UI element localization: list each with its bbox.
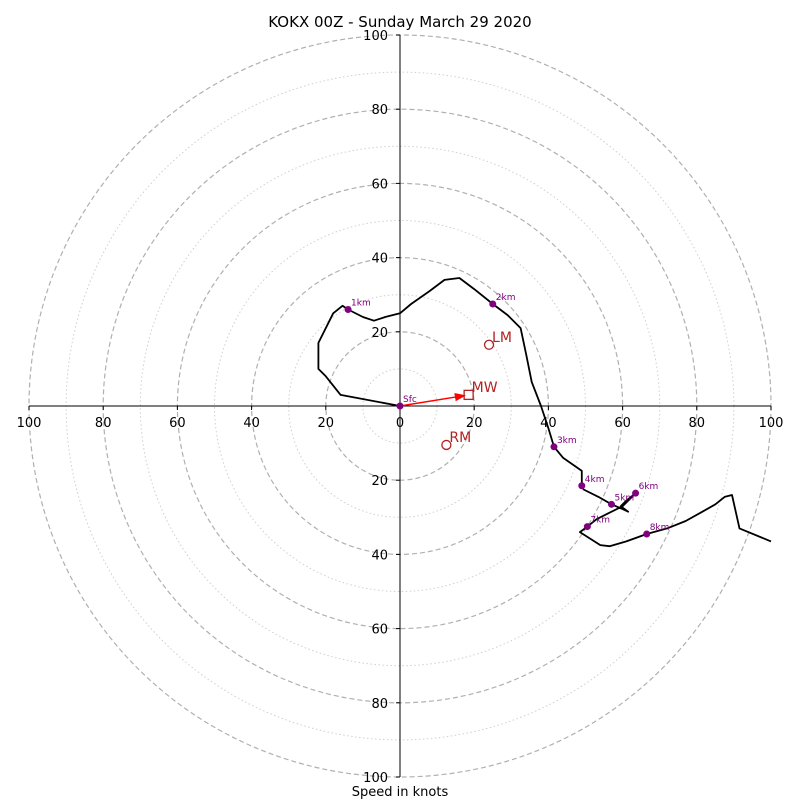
height-label-8km: 8km [650, 523, 670, 533]
storm-motions: LM RM MW [399, 330, 512, 451]
y-tick-label: 40 [371, 548, 388, 563]
hodograph-line [317, 277, 772, 548]
y-tick-label: 20 [371, 326, 388, 341]
mw-marker [463, 389, 474, 401]
mw-label: MW [472, 380, 498, 396]
height-marker-5km [607, 500, 615, 508]
x-tick-label: 20 [466, 416, 483, 431]
rm-marker [441, 439, 452, 451]
mean-wind-arrow [399, 392, 467, 407]
height-marker-7km [583, 523, 591, 531]
lm-marker [483, 339, 495, 350]
y-tick-label: 40 [371, 252, 388, 267]
x-tick-label: 100 [17, 416, 42, 431]
y-tick-label: 60 [371, 177, 388, 192]
y-tick-label: 100 [363, 771, 388, 786]
height-label-1km: 1km [351, 299, 371, 309]
y-tick-label: 20 [371, 474, 388, 489]
lm-label: LM [492, 330, 512, 346]
x-axis-label: Speed in knots [352, 785, 449, 800]
height-label-7km: 7km [590, 516, 610, 526]
height-marker-6km [632, 489, 640, 497]
x-tick-label: 80 [689, 416, 706, 431]
tick-labels: 100 80 60 40 20 0 20 40 60 80 100 100 80 60 40 20 20 40 60… [17, 29, 784, 786]
x-tick-label: 80 [95, 416, 112, 431]
height-marker-sfc [396, 402, 404, 410]
x-tick-label: 20 [318, 416, 335, 431]
x-tick-label: 60 [614, 416, 631, 431]
y-tick-label: 80 [371, 103, 388, 118]
height-marker-4km [578, 482, 586, 490]
height-marker-1km [344, 306, 352, 314]
hodograph-trace [317, 277, 772, 548]
height-marker-8km [643, 530, 651, 538]
y-tick-label: 80 [371, 697, 388, 712]
x-tick-label: 0 [396, 416, 404, 431]
y-tick-label: 100 [363, 29, 388, 44]
height-label-sfc: Sfc [403, 395, 417, 405]
x-tick-label: 40 [540, 416, 557, 431]
height-label-3km: 3km [557, 436, 577, 446]
height-label-2km: 2km [496, 293, 516, 303]
x-tick-label: 40 [243, 416, 260, 431]
height-markers: Sfc 1km 2km 3km 4km 5km 6km 7km 8km [344, 293, 670, 538]
height-label-6km: 6km [639, 482, 659, 492]
height-label-4km: 4km [585, 475, 605, 485]
height-label-5km: 5km [614, 493, 634, 503]
x-tick-label: 60 [169, 416, 186, 431]
y-tick-label: 60 [371, 623, 388, 638]
height-marker-2km [489, 300, 497, 308]
rm-label: RM [449, 430, 471, 446]
chart-title: KOKX 00Z - Sunday March 29 2020 [268, 13, 531, 31]
x-tick-label: 100 [759, 416, 784, 431]
height-marker-3km [550, 443, 558, 451]
